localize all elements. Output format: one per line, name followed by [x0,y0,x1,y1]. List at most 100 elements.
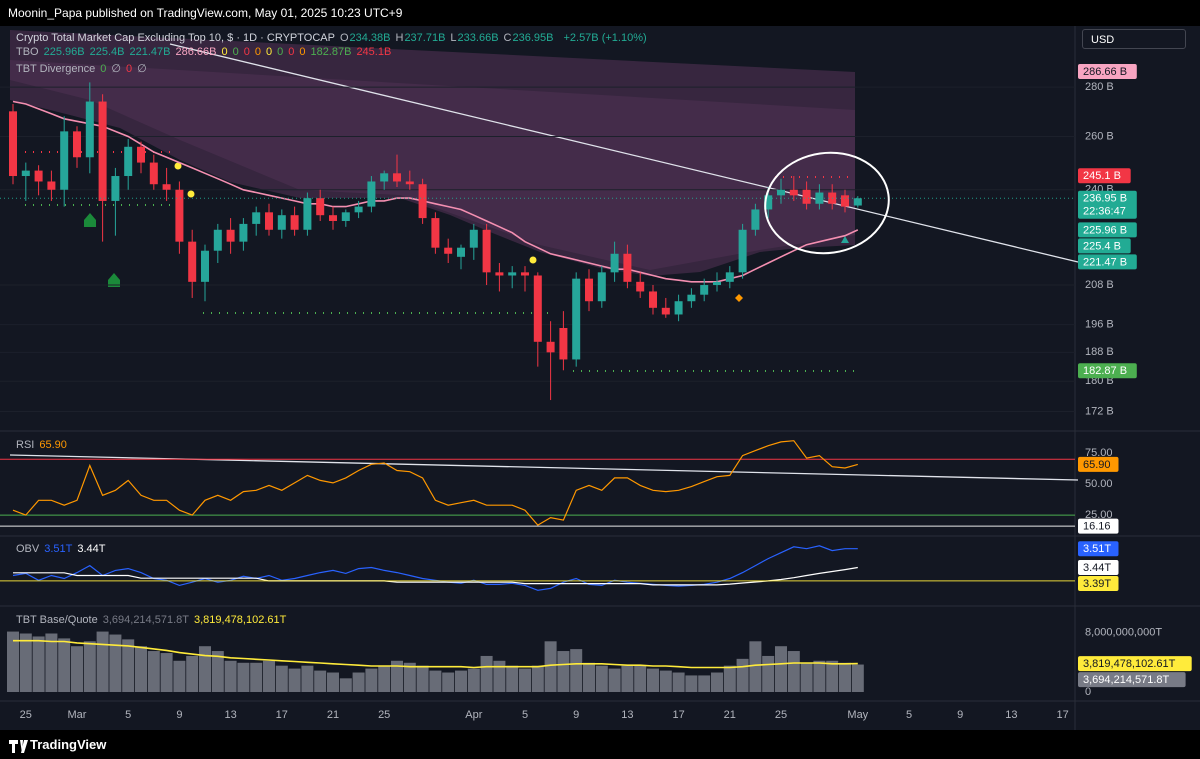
candle-body [725,272,734,282]
pane-value: 65.90 [39,439,67,451]
candle-body [60,131,69,190]
volume-bar [506,665,519,692]
volume-bar [314,670,327,692]
x-tick-label: 9 [176,709,182,721]
trend-line [169,43,1079,263]
price-badge [1078,222,1137,238]
candle-body [469,229,478,248]
x-tick-label: Apr [465,709,482,721]
x-tick-label: 5 [906,709,912,721]
volume-bar [352,672,365,692]
volume-bar [595,665,608,692]
candle-body [661,307,670,315]
brand: TradingView [30,737,107,752]
candle-body [713,281,721,286]
volume-bar [583,662,595,692]
volume-bar [800,662,813,692]
signal-arrow [84,213,96,227]
indicator-value: 0 [221,46,228,58]
x-tick-label: 9 [573,709,579,721]
candle-body [98,101,107,201]
indicator-value: ∅ [111,63,121,75]
price-badge [1078,190,1137,219]
candle-body [687,294,696,302]
price-badge-label: 225.96 B [1083,224,1127,236]
candle-body [597,272,606,302]
candle-body [393,173,401,182]
candle-body [802,189,811,204]
candle-body [636,281,645,292]
price-badge-timer: 22:36:47 [1083,206,1126,218]
price-badge-label: 286.66 B [1083,66,1127,78]
volume-bar [199,646,211,692]
candle-body [777,189,785,196]
candle-body [137,146,145,163]
candle-body [444,247,453,254]
volume-bar [288,668,301,692]
price-badge [1078,363,1137,379]
candle-body [380,173,389,182]
candle-body [623,253,632,282]
candle-body [853,198,862,206]
levels [25,151,855,372]
candle-body [649,291,657,308]
indicator-value: 225.4B [89,46,125,58]
annotation-circle [764,151,890,255]
x-tick-label: 25 [20,709,32,721]
volume-bar [787,651,800,692]
price-badge-label: 221.47 B [1083,256,1127,268]
indicator-value: ∅ [137,63,147,75]
y-tick-label: 50.00 [1085,478,1113,490]
candle-body [418,184,427,219]
indicator-value: 0 [277,46,284,58]
price-badge-label: 225.4 B [1083,240,1121,252]
candle-body [47,181,56,190]
volume-bar [557,651,570,692]
volume-bar [467,668,480,692]
indicator-value: 0 [288,46,295,58]
price-badge-label: 3,819,478,102.61T [1083,658,1176,670]
volume-bar [736,658,749,692]
pane-name: TBT Base/Quote [16,614,98,626]
volume-bar [480,655,493,692]
indicator-value: 182.87B [310,46,352,58]
candle-body [585,278,593,302]
volume-bar [493,660,506,692]
change: +2.57B (+1.10%) [563,32,647,44]
price-badge [1078,672,1186,688]
volume-bar [83,641,96,692]
ohlc-value: 233.66B [457,32,499,44]
volume-bar [608,668,621,692]
volume-bar [672,672,685,692]
volume-bar [813,660,826,692]
candle-body [700,285,709,295]
price-badge [1078,238,1131,254]
volume-bar [723,665,736,692]
volume-bar [711,672,723,692]
price-badge-label: 3.39T [1083,578,1111,590]
volume-bar [135,646,147,692]
volume-bar [621,665,634,692]
signal-arrow [108,273,120,287]
candle-body [789,189,798,196]
symbol: Crypto Total Market Cap Excluding Top 10… [16,32,335,44]
price-badge-label: 245.1 B [1083,170,1121,182]
price-badge-label: 65.90 [1083,459,1111,471]
candle-body [329,215,337,221]
volume-bar [851,664,864,692]
volume-bar [839,662,851,692]
volume-bar [775,646,787,692]
y-tick-label: 8,000,000,000T [1085,626,1162,638]
ohlc-key: C [503,32,512,44]
candle-body [457,247,465,257]
volume-bar [71,646,83,692]
x-tick-label: Mar [68,709,87,721]
candle-body [124,146,133,177]
currency-button[interactable]: USD [1082,29,1186,49]
volume-bar [147,651,160,692]
volume-bar [659,670,672,692]
price-badge [1078,559,1119,575]
candle-body [149,162,158,185]
candle-body [559,327,568,360]
indicator-name: TBT Divergence [16,63,96,75]
